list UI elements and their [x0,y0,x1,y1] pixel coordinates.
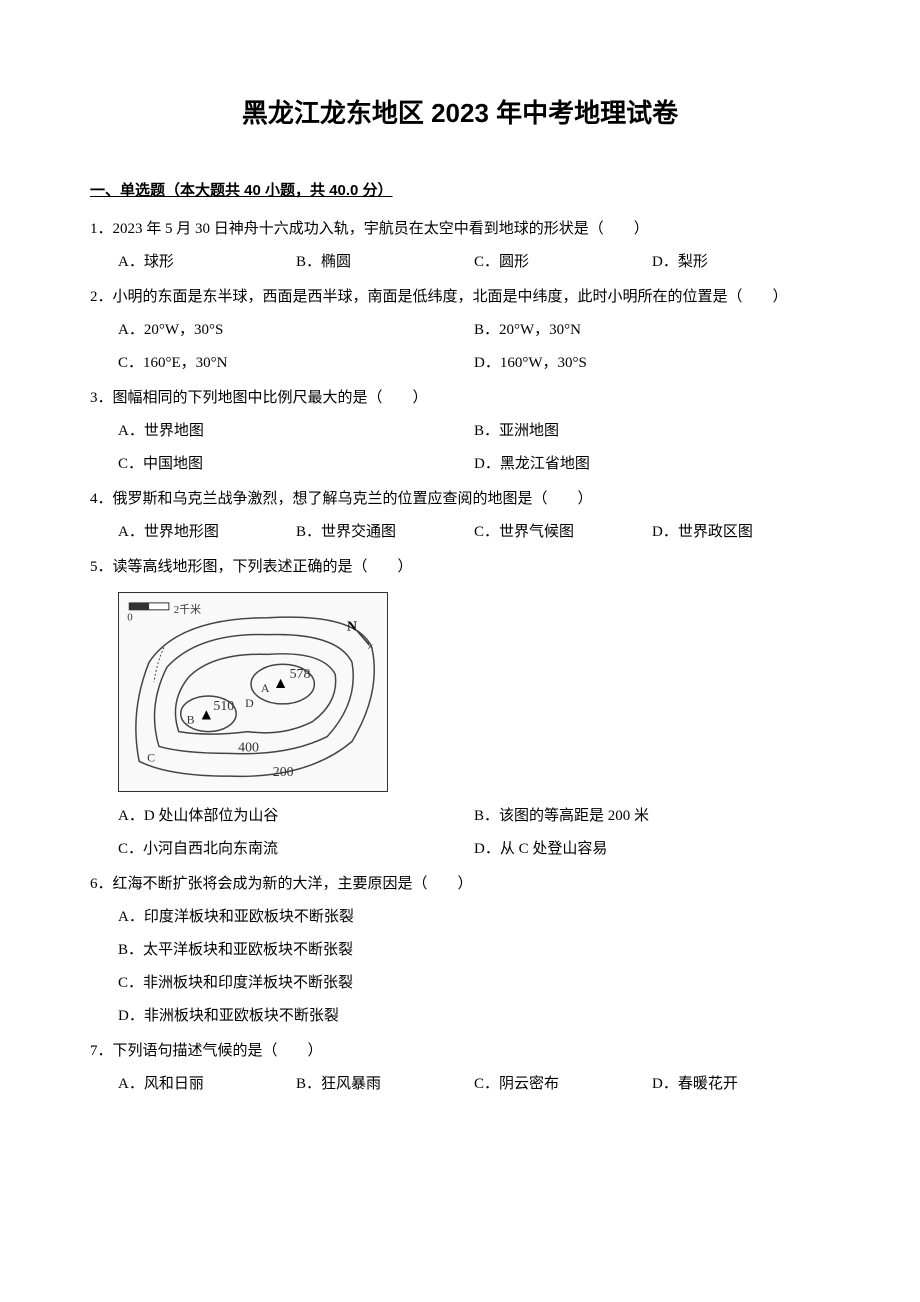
section-1-header: 一、单选题（本大题共 40 小题，共 40.0 分） [90,174,830,207]
point-d-label: D [245,696,254,710]
q3-option-d: D．黑龙江省地图 [474,448,830,481]
q1-option-c: C．圆形 [474,246,652,279]
q5-stem: 5．读等高线地形图，下列表述正确的是（ ） [90,551,830,584]
q7-option-c: C．阴云密布 [474,1068,652,1101]
q4-option-a: A．世界地形图 [118,516,296,549]
q3-option-c: C．中国地图 [118,448,474,481]
peak-b-label: 510 [213,698,234,713]
contour-map-figure: 0 2千米 200 400 ▲ 578 A ▲ 510 B D C [118,592,388,792]
q3-option-b: B．亚洲地图 [474,415,830,448]
q4-stem: 4．俄罗斯和乌克兰战争激烈，想了解乌克兰的位置应查阅的地图是（ ） [90,483,830,516]
question-7: 7．下列语句描述气候的是（ ） A．风和日丽 B．狂风暴雨 C．阴云密布 D．春… [90,1035,830,1101]
question-5: 5．读等高线地形图，下列表述正确的是（ ） 0 2千米 200 400 ▲ 57… [90,551,830,866]
q4-options: A．世界地形图 B．世界交通图 C．世界气候图 D．世界政区图 [90,516,830,549]
q7-option-a: A．风和日丽 [118,1068,296,1101]
q1-option-a: A．球形 [118,246,296,279]
q7-options: A．风和日丽 B．狂风暴雨 C．阴云密布 D．春暖花开 [90,1068,830,1101]
q2-stem: 2．小明的东面是东半球，西面是西半球，南面是低纬度，北面是中纬度，此时小明所在的… [90,281,830,314]
question-6: 6．红海不断扩张将会成为新的大洋，主要原因是（ ） A．印度洋板块和亚欧板块不断… [90,868,830,1033]
question-3: 3．图幅相同的下列地图中比例尺最大的是（ ） A．世界地图 B．亚洲地图 C．中… [90,382,830,481]
q2-options: A．20°W，30°S B．20°W，30°N C．160°E，30°N D．1… [90,314,830,380]
q6-option-c: C．非洲板块和印度洋板块不断张裂 [118,967,830,1000]
peak-a-triangle-icon: ▲ [273,675,289,692]
q6-stem: 6．红海不断扩张将会成为新的大洋，主要原因是（ ） [90,868,830,901]
q7-option-b: B．狂风暴雨 [296,1068,474,1101]
q3-stem: 3．图幅相同的下列地图中比例尺最大的是（ ） [90,382,830,415]
q4-option-b: B．世界交通图 [296,516,474,549]
contour-200-label: 200 [273,764,294,779]
q2-option-a: A．20°W，30°S [118,314,474,347]
q4-option-c: C．世界气候图 [474,516,652,549]
q5-option-a: A．D 处山体部位为山谷 [118,800,474,833]
north-arrow-x: × [367,640,374,654]
exam-title: 黑龙江龙东地区 2023 年中考地理试卷 [90,85,830,142]
q5-options: A．D 处山体部位为山谷 B．该图的等高距是 200 米 C．小河自西北向东南流… [90,800,830,866]
q1-stem: 1．2023 年 5 月 30 日神舟十六成功入轨，宇航员在太空中看到地球的形状… [90,213,830,246]
question-2: 2．小明的东面是东半球，西面是西半球，南面是低纬度，北面是中纬度，此时小明所在的… [90,281,830,380]
contour-400 [154,635,353,754]
q1-option-d: D．梨形 [652,246,830,279]
q3-options: A．世界地图 B．亚洲地图 C．中国地图 D．黑龙江省地图 [90,415,830,481]
question-1: 1．2023 年 5 月 30 日神舟十六成功入轨，宇航员在太空中看到地球的形状… [90,213,830,279]
q7-stem: 7．下列语句描述气候的是（ ） [90,1035,830,1068]
q2-option-b: B．20°W，30°N [474,314,830,347]
q6-options: A．印度洋板块和亚欧板块不断张裂 B．太平洋板块和亚欧板块不断张裂 C．非洲板块… [90,901,830,1033]
q5-option-d: D．从 C 处登山容易 [474,833,830,866]
question-4: 4．俄罗斯和乌克兰战争激烈，想了解乌克兰的位置应查阅的地图是（ ） A．世界地形… [90,483,830,549]
scale-zero-label: 0 [127,612,133,624]
peak-b-triangle-icon: ▲ [199,707,215,724]
q5-option-b: B．该图的等高距是 200 米 [474,800,830,833]
peak-b-letter: B [187,713,195,727]
q6-option-b: B．太平洋板块和亚欧板块不断张裂 [118,934,830,967]
q1-options: A．球形 B．椭圆 C．圆形 D．梨形 [90,246,830,279]
point-c-label: C [147,750,155,764]
contour-400-label: 400 [238,740,259,755]
q6-option-d: D．非洲板块和亚欧板块不断张裂 [118,1000,830,1033]
q1-option-b: B．椭圆 [296,246,474,279]
q4-option-d: D．世界政区图 [652,516,830,549]
peak-a-letter: A [261,681,270,695]
scale-bar-fill [129,603,149,610]
q3-option-a: A．世界地图 [118,415,474,448]
q5-option-c: C．小河自西北向东南流 [118,833,474,866]
q7-option-d: D．春暖花开 [652,1068,830,1101]
q2-option-d: D．160°W，30°S [474,347,830,380]
peak-a-label: 578 [290,666,311,681]
north-label: N [347,619,357,634]
q2-option-c: C．160°E，30°N [118,347,474,380]
q6-option-a: A．印度洋板块和亚欧板块不断张裂 [118,901,830,934]
contour-map-svg: 0 2千米 200 400 ▲ 578 A ▲ 510 B D C [119,593,387,791]
scale-2km-label: 2千米 [174,603,201,616]
